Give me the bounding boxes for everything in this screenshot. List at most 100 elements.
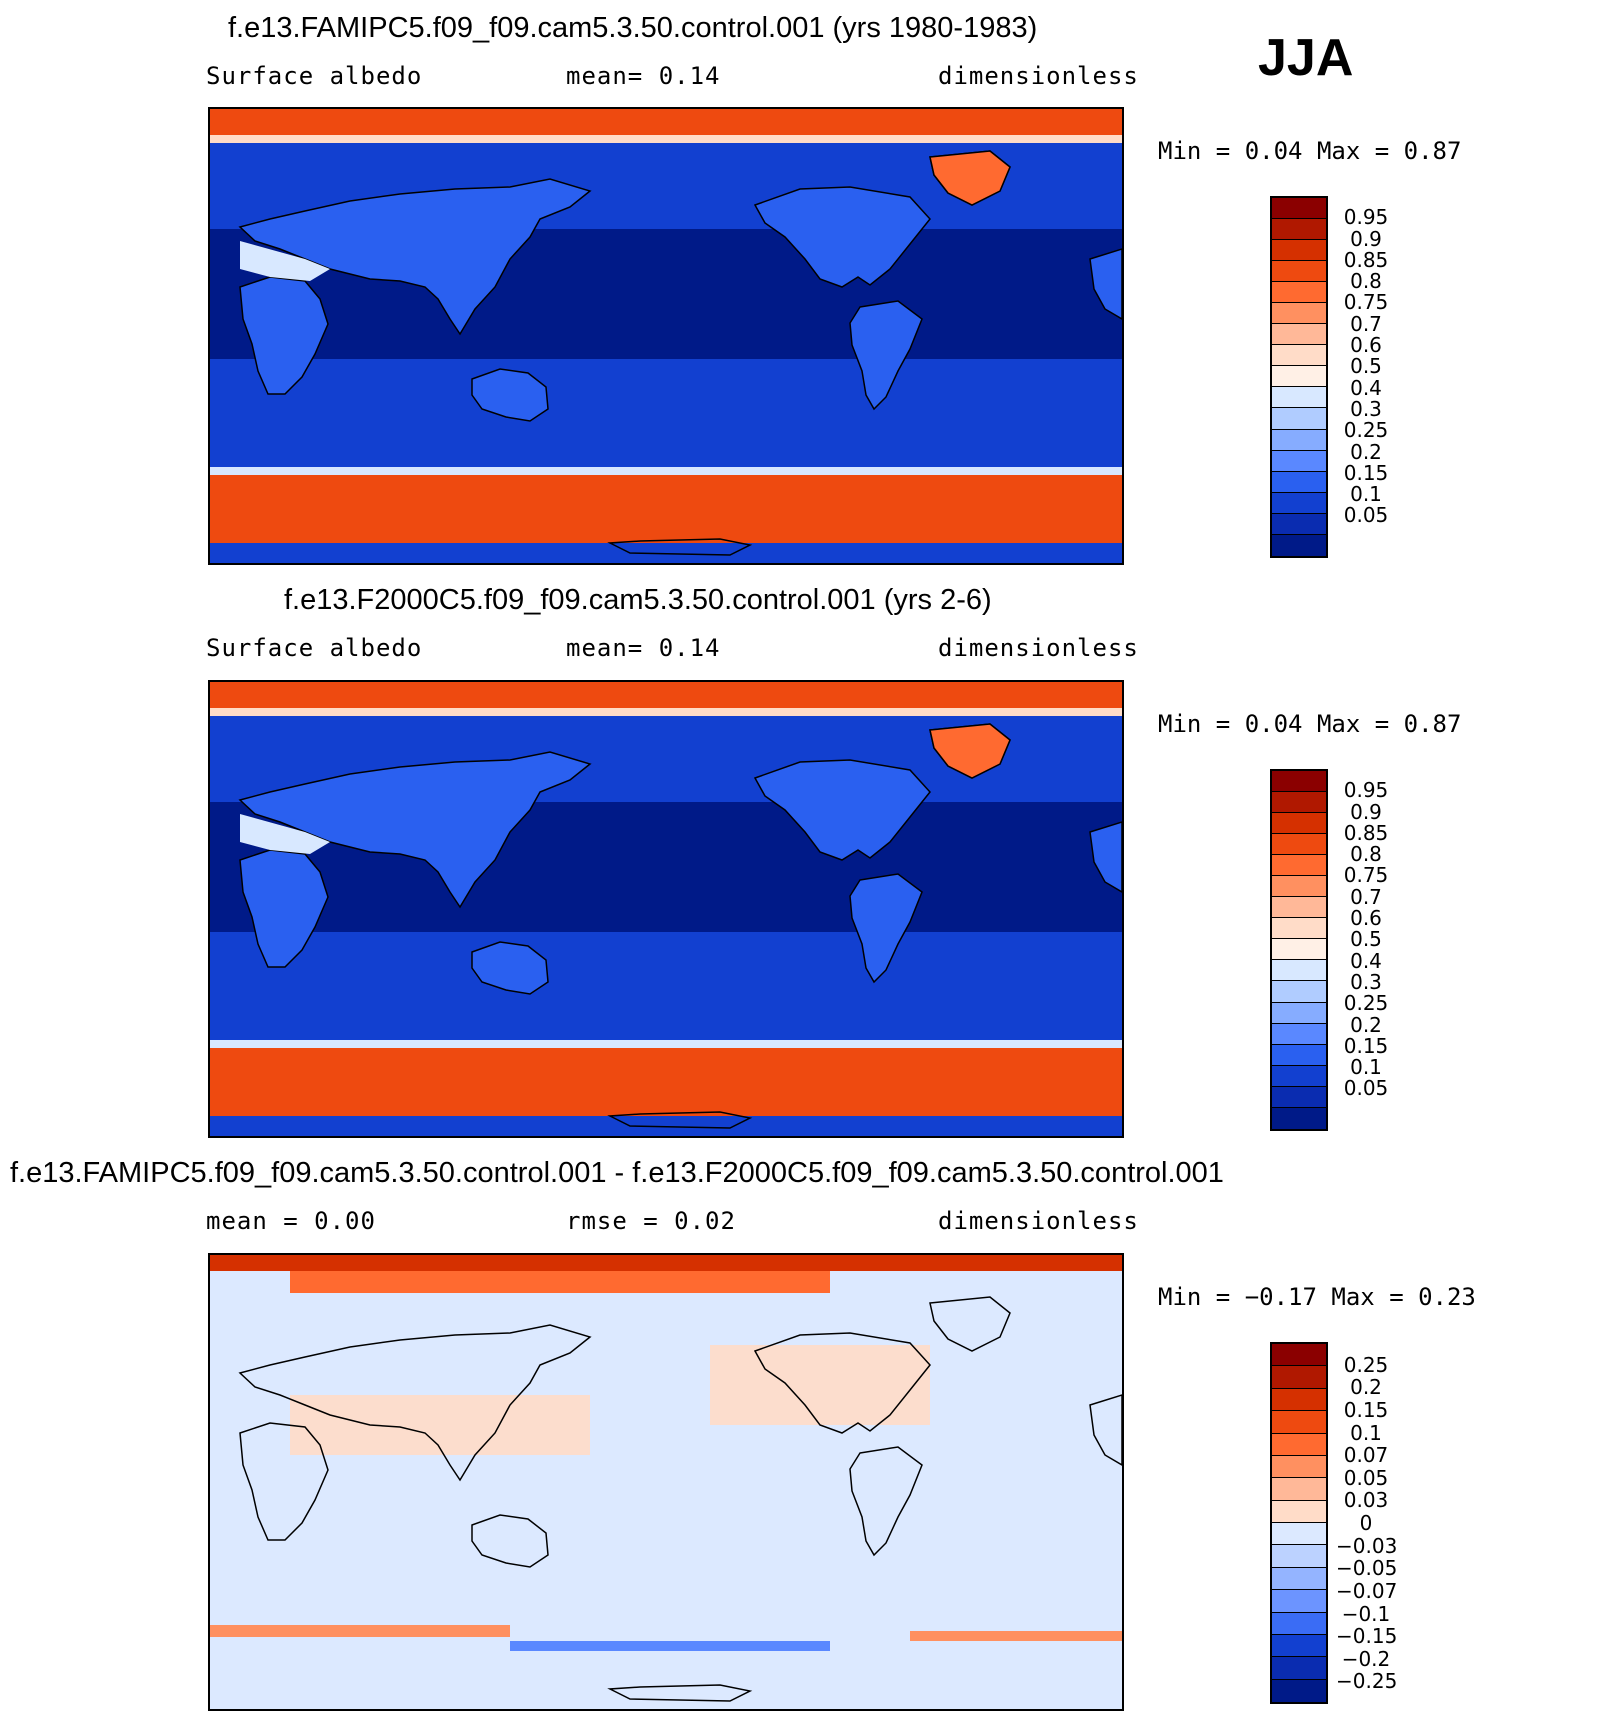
colorbar-tick-label: −0.03 — [1336, 1533, 1398, 1558]
colorbar-box — [1272, 1634, 1326, 1658]
colorbar-tick-label: 0 — [1359, 1511, 1373, 1535]
colorbar-tick-label: 0.5 — [1350, 927, 1382, 952]
sahara-bright-region — [240, 241, 330, 281]
antarctic-coast — [607, 538, 753, 556]
continent-outline-6 — [1089, 1394, 1122, 1466]
colorbar-box — [1272, 939, 1326, 961]
colorbar-tick-label: 0.25 — [1343, 991, 1389, 1016]
colorbar-tick-label: 0.3 — [1350, 969, 1382, 994]
colorbar-tick-label: −0.15 — [1336, 1624, 1398, 1649]
continent-2 — [471, 941, 549, 995]
colorbar-box — [1272, 1344, 1326, 1367]
panel-1-map — [208, 107, 1124, 565]
colorbar-box — [1272, 324, 1326, 346]
continent-3 — [753, 759, 931, 861]
colorbar-box — [1272, 1107, 1326, 1129]
colorbar-tick-label: 0.8 — [1350, 269, 1382, 294]
colorbar-box — [1272, 219, 1326, 241]
panel-1-title: f.e13.FAMIPC5.f09_f09.cam5.3.50.control.… — [228, 12, 1038, 44]
colorbar-tick-label: 0.7 — [1350, 884, 1382, 909]
continent-outline-3 — [753, 1332, 931, 1434]
colorbar-box — [1272, 1679, 1326, 1702]
colorbar-box — [1272, 1455, 1326, 1479]
panel-1-map-svg — [210, 109, 1122, 563]
colorbar-tick-label: 0.95 — [1343, 778, 1389, 803]
colorbar-tick-label: 0.15 — [1343, 460, 1389, 485]
continent-1 — [239, 849, 329, 968]
colorbar-box — [1272, 1411, 1326, 1434]
continent-outline-2 — [471, 1514, 549, 1568]
colorbar-tick-label: 0.8 — [1350, 842, 1382, 867]
colorbar-tick-label: 0.2 — [1350, 1012, 1382, 1037]
colorbar-box — [1272, 198, 1326, 220]
southern-negative-band — [510, 1641, 830, 1651]
antarctic-coast — [607, 1684, 753, 1702]
panel-1-mean: mean= 0.14 — [566, 62, 721, 90]
colorbar-tick-label: −0.25 — [1336, 1669, 1398, 1694]
colorbar-tick-label: 0.5 — [1350, 354, 1382, 379]
colorbar-box — [1272, 240, 1326, 262]
colorbar-tick-label: 0.3 — [1350, 396, 1382, 421]
panel-2-minmax: Min = 0.04 Max = 0.87 — [1158, 710, 1462, 738]
colorbar-tick-label: 0.03 — [1343, 1488, 1389, 1513]
colorbar-tick-label: 0.85 — [1343, 247, 1389, 272]
panel-2-units: dimensionless — [938, 634, 1139, 662]
colorbar-tick-label: 0.1 — [1350, 1055, 1382, 1080]
panel-3-minmax: Min = −0.17 Max = 0.23 — [1158, 1283, 1476, 1311]
panel-2-colorbar — [1270, 769, 1328, 1131]
colorbar-tick-label: 0.95 — [1343, 205, 1389, 230]
continent-3 — [753, 186, 931, 288]
colorbar-box — [1272, 1002, 1326, 1024]
colorbar-tick-label: 0.4 — [1350, 948, 1382, 973]
arctic-positive-band — [290, 1271, 830, 1293]
continent-outline-1 — [239, 1422, 329, 1541]
colorbar-tick-label: 0.75 — [1343, 290, 1389, 315]
colorbar-tick-label: 0.1 — [1350, 1420, 1382, 1445]
colorbar-box — [1272, 408, 1326, 430]
colorbar-tick-label: 0.6 — [1350, 333, 1382, 358]
colorbar-tick-label: −0.1 — [1341, 1601, 1391, 1626]
arctic-edge — [210, 708, 1122, 716]
colorbar-tick-label: 0.15 — [1343, 1397, 1389, 1422]
southern-positive-band — [910, 1631, 1122, 1641]
panel-3-units: dimensionless — [938, 1207, 1139, 1235]
colorbar-box — [1272, 345, 1326, 367]
panel-2-mean: mean= 0.14 — [566, 634, 721, 662]
panel-1-variable: Surface albedo — [206, 62, 423, 90]
continent-4 — [849, 873, 923, 984]
season-label: JJA — [1258, 29, 1354, 87]
continent-6 — [1089, 248, 1122, 320]
colorbar-tick-label: 0.85 — [1343, 820, 1389, 845]
colorbar-box — [1272, 513, 1326, 535]
panel-2-map — [208, 680, 1124, 1138]
panel-1-colorbar — [1270, 196, 1328, 558]
colorbar-tick-label: 0.2 — [1350, 1375, 1382, 1400]
colorbar-box — [1272, 1657, 1326, 1680]
colorbar-tick-label: 0.7 — [1350, 311, 1382, 336]
colorbar-box — [1272, 492, 1326, 514]
colorbar-box — [1272, 1478, 1326, 1501]
colorbar-tick-label: 0.1 — [1350, 482, 1382, 507]
colorbar-box — [1272, 981, 1326, 1003]
southern-positive-band — [210, 1625, 510, 1637]
greenland — [929, 150, 1011, 206]
arctic-edge — [210, 135, 1122, 143]
colorbar-box — [1272, 1590, 1326, 1613]
panel-3-title: f.e13.FAMIPC5.f09_f09.cam5.3.50.control.… — [10, 1157, 1224, 1189]
colorbar-tick-label: 0.05 — [1343, 1465, 1389, 1490]
colorbar-box — [1272, 792, 1326, 814]
colorbar-box — [1272, 1567, 1326, 1591]
colorbar-tick-label: 0.05 — [1343, 1076, 1389, 1101]
colorbar-box — [1272, 918, 1326, 940]
continent-1 — [239, 276, 329, 395]
colorbar-box — [1272, 960, 1326, 982]
colorbar-tick-label: 0.2 — [1350, 439, 1382, 464]
continent-0 — [238, 178, 592, 336]
panel-1-units: dimensionless — [938, 62, 1139, 90]
colorbar-tick-label: 0.4 — [1350, 375, 1382, 400]
panel-2-variable: Surface albedo — [206, 634, 423, 662]
colorbar-tick-label: 0.9 — [1350, 799, 1382, 824]
positive-patch — [290, 1395, 590, 1455]
colorbar-box — [1272, 834, 1326, 856]
continent-6 — [1089, 821, 1122, 893]
